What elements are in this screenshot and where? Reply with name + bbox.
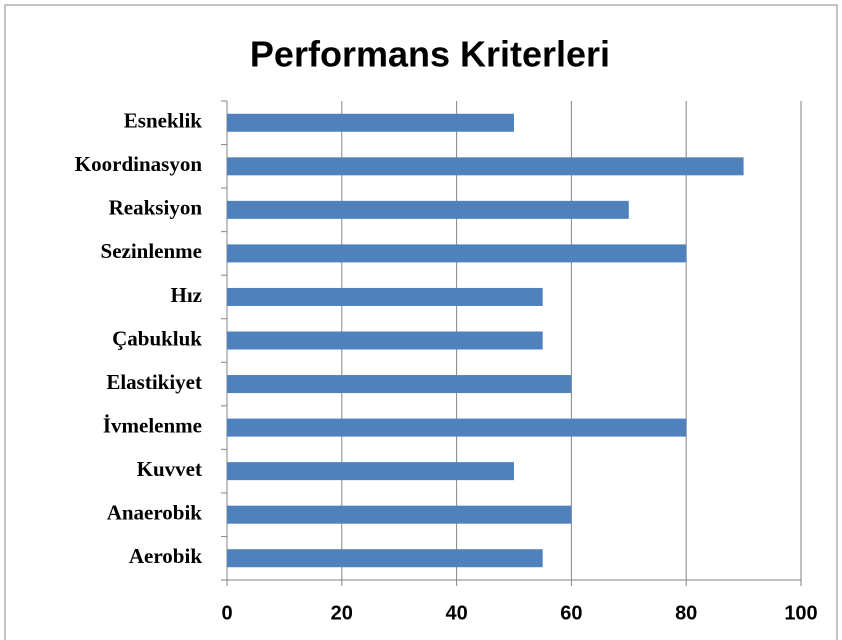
- y-tick-label: İvmelenme: [103, 413, 202, 437]
- y-tick-label: Koordinasyon: [75, 152, 203, 176]
- y-tick-label: Kuvvet: [137, 457, 202, 481]
- bar: [227, 549, 543, 568]
- x-tick-label: 80: [675, 602, 697, 624]
- y-tick-label: Reaksiyon: [109, 196, 203, 220]
- bar: [227, 157, 744, 176]
- x-tick-label: 100: [784, 602, 817, 624]
- y-tick-label: Çabukluk: [112, 326, 202, 350]
- bar: [227, 113, 514, 132]
- y-tick-label: Elastikiyet: [106, 370, 202, 394]
- bar: [227, 505, 572, 524]
- bar: [227, 375, 572, 394]
- bar: [227, 418, 687, 437]
- y-tick-label: Hız: [171, 283, 203, 307]
- x-tick-label: 40: [445, 602, 467, 624]
- y-tick-label: Sezinlenme: [101, 239, 202, 263]
- x-tick-label: 60: [560, 602, 582, 624]
- bar: [227, 331, 543, 350]
- x-tick-label: 0: [221, 602, 232, 624]
- y-tick-label: Anaerobik: [107, 500, 203, 524]
- bar: [227, 200, 629, 219]
- y-tick-label: Aerobik: [129, 544, 202, 568]
- bar: [227, 244, 687, 263]
- chart-border: [4, 4, 838, 640]
- bar: [227, 287, 543, 306]
- chart-title: Performans Kriterleri: [250, 34, 610, 75]
- bar: [227, 462, 514, 481]
- x-tick-label: 20: [331, 602, 353, 624]
- y-tick-label: Esneklik: [124, 109, 203, 133]
